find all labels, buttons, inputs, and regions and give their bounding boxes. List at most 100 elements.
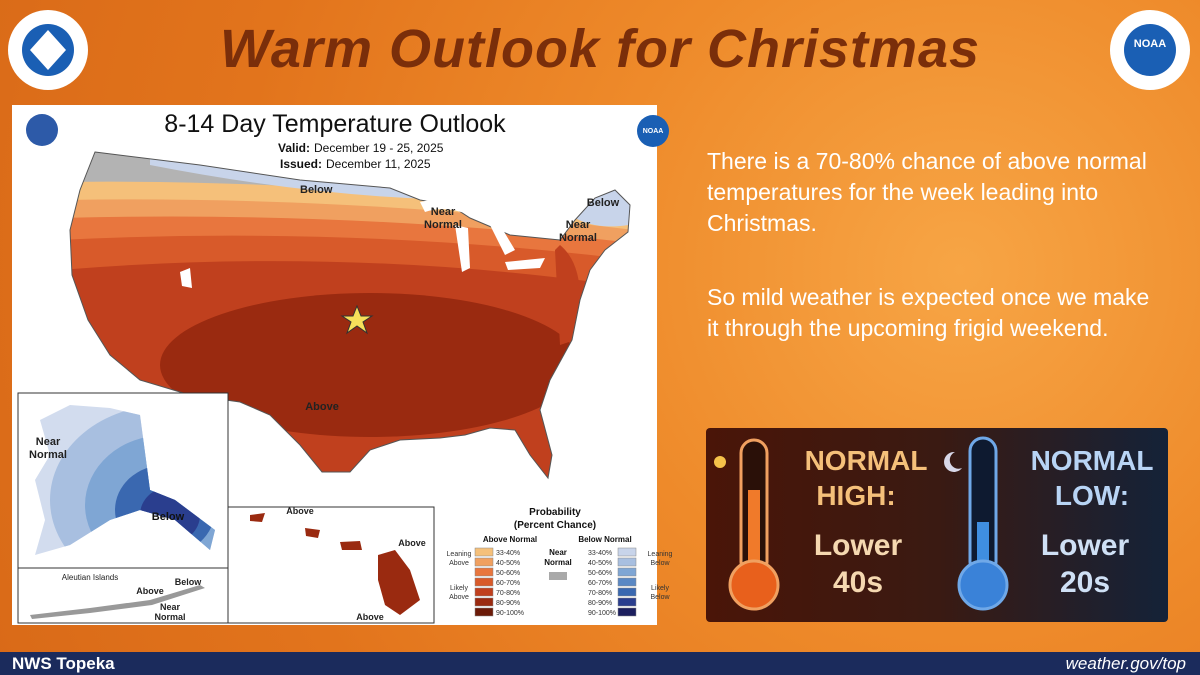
legend-label: Above (449, 560, 469, 567)
region-label: Above (398, 538, 426, 548)
legend-bin: 70-80% (496, 590, 520, 597)
legend-bin: 60-70% (496, 580, 520, 587)
legend-label: Normal (544, 558, 572, 567)
aleutian-islands (30, 585, 205, 619)
legend-bin: 60-70% (588, 580, 612, 587)
legend-swatch (617, 567, 637, 577)
valid: December 19 - 25, 2025 (314, 141, 444, 155)
band (160, 293, 580, 437)
paragraph: There is a 70-80% chance of above normal… (707, 148, 1147, 236)
legend-bin: 33-40% (496, 550, 520, 557)
region-label: Normal (154, 612, 185, 622)
footer: NWS Topeka weather.gov/top (0, 652, 1200, 675)
footer-left: NWS Topeka (12, 654, 115, 673)
legend-subtitle: (Percent Chance) (514, 520, 596, 531)
noaa-badge (637, 115, 669, 147)
region-label: Near (160, 602, 181, 612)
legend-swatch (474, 567, 494, 577)
region-label: Near (36, 436, 61, 448)
legend-swatch (617, 597, 637, 607)
thermometer-high-fill (748, 490, 760, 580)
region-label: Above (356, 612, 384, 622)
legend-bin: 80-90% (588, 600, 612, 607)
hawaii-islands (250, 513, 420, 615)
region-label: Above (286, 506, 314, 516)
region-label: Below (300, 184, 333, 196)
thermometer-high-bulb (728, 559, 780, 611)
thermometer-low-bulb (957, 559, 1009, 611)
legend: Probability (Percent Chance) Above Norma… (447, 507, 673, 617)
legend-label: Above (449, 594, 469, 601)
paragraph: So mild weather is expected once we make… (707, 284, 1150, 341)
low-label: LOW: (1055, 480, 1129, 511)
low-value: 20s (1060, 566, 1110, 599)
region-label: Normal (29, 449, 67, 461)
legend-label: Leaning (648, 551, 673, 558)
legend-swatch (617, 577, 637, 587)
issued-label: Issued: (280, 157, 322, 171)
map-title: 8-14 Day Temperature Outlook (164, 110, 506, 138)
legend-title: Probability (529, 507, 581, 518)
high-label: HIGH: (816, 480, 895, 511)
legend-label: Below (650, 594, 670, 601)
legend-swatch (617, 557, 637, 567)
region-label: Near (566, 219, 591, 231)
noaa-logo-text: NOAA (1134, 38, 1166, 50)
footer-right: weather.gov/top (1065, 654, 1186, 673)
legend-bin: 50-60% (496, 570, 520, 577)
salt-lake (180, 268, 192, 288)
legend-swatch (474, 587, 494, 597)
legend-swatch (474, 557, 494, 567)
sun-icon (714, 456, 726, 468)
legend-swatch (474, 607, 494, 617)
legend-header: Above Normal (483, 535, 537, 544)
legend-swatch (549, 572, 567, 580)
valid-label: Valid: (278, 141, 310, 155)
band (555, 245, 580, 345)
issued: December 11, 2025 (326, 157, 431, 171)
region-label: Below (175, 577, 203, 587)
legend-swatch (474, 547, 494, 557)
legend-label: Likely (450, 585, 468, 592)
nws-logo-mark (30, 30, 66, 70)
legend-label: Near (549, 548, 567, 557)
legend-label: Below (650, 560, 670, 567)
legend-label: Leaning (447, 551, 472, 558)
great-lakes (420, 199, 545, 272)
legend-bin: 90-100% (588, 610, 616, 617)
legend-swatch (617, 607, 637, 617)
legend-bin: 40-50% (496, 560, 520, 567)
region-label: Above (305, 401, 339, 413)
high-label: NORMAL (805, 445, 928, 476)
doc-seal (26, 114, 58, 146)
noaa-logo-inner (1124, 24, 1176, 76)
legend-swatch (617, 587, 637, 597)
legend-bin: 33-40% (588, 550, 612, 557)
legend-header: Below Normal (578, 535, 631, 544)
noaa-badge-text: NOAA (643, 128, 664, 135)
high-value: 40s (833, 566, 883, 599)
region-label: Below (152, 511, 185, 523)
legend-label: Likely (651, 585, 669, 592)
low-value: Lower (1041, 529, 1130, 562)
region-label: Above (136, 586, 164, 596)
moon-icon (944, 451, 962, 472)
legend-bin: 80-90% (496, 600, 520, 607)
legend-swatch (474, 597, 494, 607)
legend-bin: 90-100% (496, 610, 524, 617)
title: Warm Outlook for Christmas (219, 19, 981, 79)
legend-bin: 70-80% (588, 590, 612, 597)
low-label: NORMAL (1031, 445, 1154, 476)
region-label: Below (587, 197, 620, 209)
legend-bin: 40-50% (588, 560, 612, 567)
aleutian-title: Aleutian Islands (62, 573, 118, 582)
region-label: Normal (424, 219, 462, 231)
legend-bin: 50-60% (588, 570, 612, 577)
legend-swatch (617, 547, 637, 557)
high-value: Lower (814, 529, 903, 562)
topeka-star (340, 304, 374, 335)
temp-panel (706, 428, 1168, 622)
region-label: Near (431, 206, 456, 218)
